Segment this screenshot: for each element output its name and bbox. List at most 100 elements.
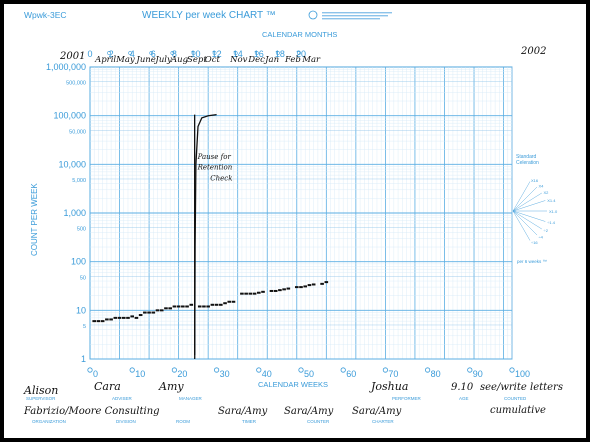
data-point bbox=[227, 300, 232, 303]
week-tick-marker bbox=[87, 367, 93, 373]
counted-label: COUNTED bbox=[504, 396, 527, 401]
data-point bbox=[105, 318, 109, 321]
organization-label: ORGANIZATION bbox=[32, 419, 66, 424]
celeration-label: X16 bbox=[531, 178, 539, 183]
celeration-label: ÷2 bbox=[544, 228, 549, 233]
month-tick-marker bbox=[107, 51, 112, 55]
manager-value: Amy bbox=[158, 380, 184, 393]
charter-value: Sara/Amy bbox=[352, 406, 402, 417]
data-point bbox=[294, 286, 299, 289]
celeration-fan-title: Standard bbox=[516, 154, 537, 160]
celeration-label: ÷16 bbox=[531, 240, 538, 245]
room-label: ROOM bbox=[176, 419, 190, 424]
month-tick-label: 0 bbox=[87, 49, 92, 59]
month-tick-label: 2 bbox=[109, 49, 114, 59]
data-point bbox=[311, 283, 316, 286]
age-value: 9.10 bbox=[451, 382, 474, 393]
x-axis-ticks: 0 10 20 30 40 50 60 70 80 90 100 bbox=[87, 367, 530, 379]
data-point bbox=[261, 290, 265, 293]
y-tick-label: 500 bbox=[77, 227, 86, 233]
month-tick-label: 8 bbox=[172, 49, 177, 59]
data-point bbox=[181, 305, 185, 308]
data-point bbox=[143, 311, 147, 314]
week-tick-marker bbox=[298, 367, 304, 373]
data-point bbox=[189, 303, 194, 306]
celeration-label: X1.4 bbox=[547, 198, 556, 203]
celeration-ray bbox=[512, 200, 546, 212]
annotation-text: Check bbox=[210, 175, 232, 183]
month-name: Nov bbox=[229, 55, 248, 65]
data-point bbox=[219, 303, 223, 306]
data-point bbox=[100, 320, 105, 323]
y-tick-label: 10,000 bbox=[58, 159, 86, 169]
celeration-ray bbox=[512, 192, 542, 212]
counted-value: see/write letters bbox=[480, 382, 563, 393]
data-point bbox=[96, 320, 101, 323]
performer-label: PERFORMER bbox=[392, 396, 422, 401]
data-point bbox=[223, 302, 227, 305]
adviser-label: ADVISER bbox=[112, 396, 133, 401]
data-point bbox=[269, 289, 274, 292]
y-tick-label: 100 bbox=[71, 257, 86, 267]
celeration-ray bbox=[512, 210, 531, 241]
x-tick-label: 30 bbox=[220, 369, 230, 379]
y-axis-ticks: 1,000,000 500,000 100,000 50,000 10,000 5,000… bbox=[46, 62, 86, 364]
celeration-ray bbox=[512, 210, 546, 222]
month-tick-marker bbox=[212, 51, 217, 55]
y-tick-label: 1,000 bbox=[63, 208, 86, 218]
week-tick-marker bbox=[171, 367, 177, 373]
annotation-text: Retention bbox=[197, 164, 233, 172]
month-tick-marker bbox=[128, 51, 133, 55]
celeration-ray bbox=[512, 186, 538, 212]
chart-grid bbox=[89, 66, 513, 360]
celeration-fan-footer: per 6 weeks ™ bbox=[517, 259, 547, 264]
month-tick-label: 6 bbox=[151, 49, 156, 59]
y-tick-label: 1 bbox=[81, 354, 86, 364]
data-point bbox=[278, 289, 282, 292]
x-tick-label: 10 bbox=[135, 369, 145, 379]
data-point bbox=[197, 305, 202, 308]
data-point bbox=[240, 292, 244, 295]
data-point bbox=[92, 320, 97, 323]
month-name: May bbox=[115, 55, 135, 65]
x-tick-label: 100 bbox=[515, 369, 530, 379]
x-tick-label: 0 bbox=[93, 369, 98, 379]
data-point bbox=[109, 318, 113, 321]
data-point bbox=[282, 288, 286, 291]
supervisor-value: Alison bbox=[23, 384, 58, 397]
y-tick-label: 50 bbox=[80, 275, 86, 281]
y-tick-label: 1,000,000 bbox=[46, 62, 86, 72]
data-point bbox=[248, 292, 253, 295]
celeration-ray bbox=[512, 181, 531, 212]
data-point bbox=[324, 281, 329, 284]
charter-label: CHARTER bbox=[372, 419, 394, 424]
data-point bbox=[172, 305, 177, 308]
celeration-label: X4 bbox=[538, 184, 544, 189]
manager-label: MANAGER bbox=[179, 396, 203, 401]
data-point bbox=[210, 303, 215, 306]
week-tick-marker bbox=[467, 367, 473, 373]
data-point bbox=[168, 307, 172, 310]
supervisor-label: SUPERVISOR bbox=[26, 396, 56, 401]
month-tick-marker bbox=[170, 51, 175, 55]
weekly-chart-svg: Wpwk-3EC WEEKLY per week CHART ™ CALENDA… bbox=[23, 10, 563, 424]
month-tick-marker bbox=[275, 51, 280, 55]
x-tick-label: 20 bbox=[177, 369, 187, 379]
celeration-ray bbox=[512, 210, 538, 236]
adviser-value: Cara bbox=[94, 380, 121, 393]
month-tick-marker bbox=[254, 51, 259, 55]
chart-id: Wpwk-3EC bbox=[24, 10, 67, 20]
data-point bbox=[130, 315, 134, 318]
celeration-label: X1.0 bbox=[549, 209, 558, 214]
week-tick-marker bbox=[129, 367, 135, 373]
chart-title: WEEKLY per week CHART ™ bbox=[142, 10, 276, 21]
data-point bbox=[117, 316, 122, 319]
y-axis-title: COUNT PER WEEK bbox=[30, 183, 39, 256]
data-point bbox=[113, 316, 118, 319]
data-point bbox=[303, 285, 308, 288]
publisher-logo bbox=[308, 10, 392, 20]
counter-value: Sara/Amy bbox=[284, 406, 334, 417]
week-tick-marker bbox=[214, 367, 220, 373]
week-tick-marker bbox=[340, 367, 346, 373]
